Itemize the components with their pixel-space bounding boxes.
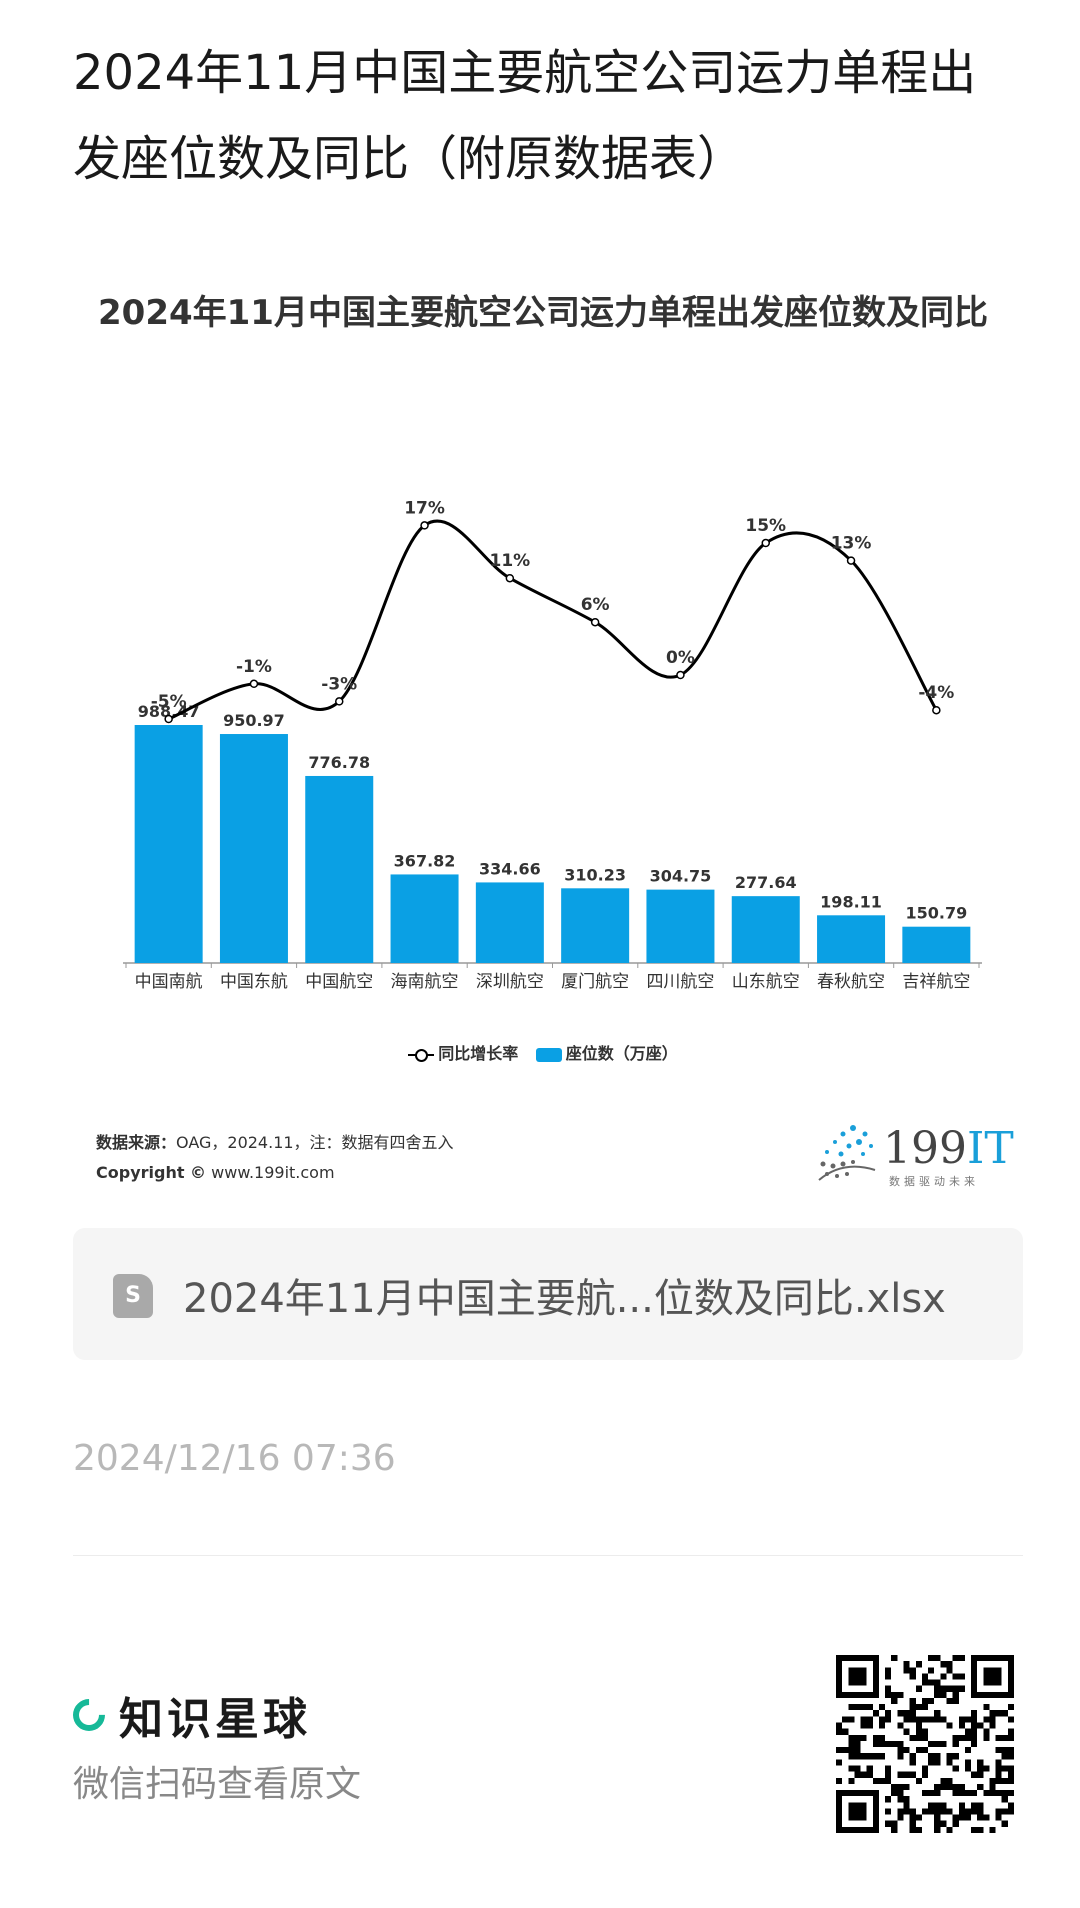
growth-point-1 <box>249 679 259 689</box>
growth-label-1: -1% <box>236 657 272 677</box>
growth-point-7 <box>761 538 770 548</box>
bar-9 <box>902 926 971 963</box>
category-tick-3: 海南航空 <box>391 972 459 992</box>
category-tick-4: 深圳航空 <box>476 972 544 992</box>
copyright-url: www.199it.com <box>211 1163 335 1182</box>
growth-point-5 <box>590 617 600 627</box>
zsxq-logo: 知识星球 <box>66 1683 311 1747</box>
legend-item-seats: 座位数（万座） <box>535 1040 678 1064</box>
category-tick-0: 中国南航 <box>135 972 203 992</box>
growth-point-8 <box>846 556 856 565</box>
chart-source: 数据来源：OAG，2024.11，注：数据有四舍五入 Copyright © w… <box>96 1128 454 1188</box>
attachment-file[interactable]: S 2024年11月中国主要航...位数及同比.xlsx <box>73 1228 1023 1360</box>
growth-point-0 <box>164 714 173 724</box>
growth-point-4 <box>505 573 515 583</box>
bar-5 <box>561 888 630 963</box>
bar-1 <box>219 734 288 963</box>
bar-value-label-1: 950.97 <box>223 711 285 730</box>
category-tick-6: 四川航空 <box>646 972 714 992</box>
chart-card: 988.47 中国南航 950.97 中国东航 776.78 中国航空 367.82 海南航空… <box>73 285 1014 1205</box>
growth-label-2: -3% <box>321 674 357 694</box>
bar-value-label-8: 198.11 <box>820 892 882 911</box>
bar-value-label-6: 304.75 <box>650 867 712 886</box>
zsxq-ring-icon <box>66 1692 112 1738</box>
source-text: OAG，2024.11，注：数据有四舍五入 <box>176 1133 454 1152</box>
growth-point-2 <box>335 697 344 706</box>
brand-dots-icon <box>818 1125 876 1181</box>
category-tick-2: 中国航空 <box>305 972 373 992</box>
growth-label-9: -4% <box>918 683 954 703</box>
bar-value-label-4: 334.66 <box>479 859 541 878</box>
growth-label-7: 15% <box>745 516 786 536</box>
chart-canvas: 988.47 中国南航 950.97 中国东航 776.78 中国航空 367.82 海南航空… <box>123 498 982 992</box>
legend-line-icon <box>408 1048 435 1062</box>
category-tick-5: 厦门航空 <box>561 972 629 992</box>
copyright-label: Copyright © <box>96 1163 207 1182</box>
growth-point-6 <box>676 670 685 680</box>
growth-label-5: 6% <box>581 595 610 615</box>
bar-6 <box>646 889 715 963</box>
growth-point-3 <box>420 521 429 530</box>
bar-0 <box>134 725 203 963</box>
bar-4 <box>475 882 544 963</box>
growth-label-8: 13% <box>831 534 872 554</box>
source-label: 数据来源： <box>96 1133 177 1152</box>
brand-slogan: 数据驱动未来 <box>889 1175 979 1188</box>
qr-code-icon[interactable] <box>836 1655 1014 1833</box>
legend-label-growth: 同比增长率 <box>438 1044 519 1063</box>
chart-legend: 同比增长率 座位数（万座） <box>73 1040 1013 1064</box>
bar-8 <box>817 915 886 963</box>
bar-value-label-3: 367.82 <box>394 851 456 870</box>
bar-value-label-0: 988.47 <box>138 702 200 721</box>
legend-label-seats: 座位数（万座） <box>565 1044 678 1063</box>
bar-value-label-9: 150.79 <box>905 904 967 923</box>
brand-logo: 199IT 数据驱动未来 <box>813 1115 1014 1195</box>
bar-2 <box>305 775 374 963</box>
post-title: 2024年11月中国主要航空公司运力单程出发座位数及同比（附原数据表） <box>73 45 977 187</box>
scan-hint: 微信扫码查看原文 <box>73 1764 362 1805</box>
category-tick-1: 中国东航 <box>220 972 288 992</box>
legend-bar-icon <box>535 1047 562 1062</box>
category-tick-7: 山东航空 <box>732 972 800 992</box>
category-tick-9: 吉祥航空 <box>902 972 970 992</box>
attachment-file-name[interactable]: 2024年11月中国主要航...位数及同比.xlsx <box>183 1276 946 1322</box>
growth-label-3: 17% <box>404 498 445 518</box>
bar-3 <box>390 874 459 963</box>
growth-label-6: 0% <box>666 648 695 668</box>
legend-item-growth: 同比增长率 <box>408 1040 518 1064</box>
post-date: 2024/12/16 07:36 <box>73 1438 396 1479</box>
brand-name: 199IT <box>883 1123 1014 1174</box>
category-tick-8: 春秋航空 <box>817 972 885 992</box>
growth-label-0: -5% <box>151 692 187 712</box>
bar-7 <box>731 896 800 963</box>
bar-value-label-7: 277.64 <box>735 873 797 892</box>
spreadsheet-file-icon: S <box>113 1274 153 1318</box>
divider <box>73 1555 1023 1556</box>
growth-point-9 <box>932 705 941 715</box>
growth-line <box>168 519 938 721</box>
growth-label-4: 11% <box>489 551 530 571</box>
bar-value-label-5: 310.23 <box>564 865 626 884</box>
app-name: 知识星球 <box>119 1694 311 1745</box>
bar-value-label-2: 776.78 <box>308 753 370 772</box>
chart-title: 2024年11月中国主要航空公司运力单程出发座位数及同比 <box>98 293 988 333</box>
